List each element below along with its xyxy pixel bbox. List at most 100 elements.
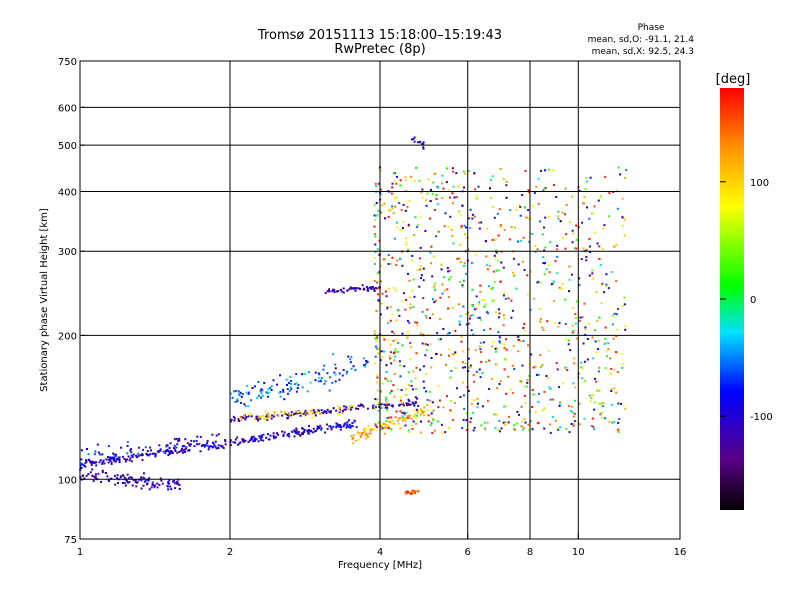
data-point [374,263,376,265]
data-point [591,394,594,397]
data-point [350,355,353,358]
data-point [426,399,429,401]
data-point [381,427,384,430]
data-point [394,205,397,208]
data-point [236,443,239,446]
data-point [178,484,181,486]
data-point [387,321,390,324]
data-point [591,336,594,339]
data-point [379,264,382,267]
data-point [331,290,334,293]
data-point [621,362,624,365]
data-point [391,419,394,422]
data-point [463,262,466,265]
data-point [391,205,393,208]
data-point [578,319,581,322]
data-point [581,377,584,380]
data-point [429,399,431,402]
data-point [122,474,124,477]
data-point [295,390,298,393]
data-point [237,392,240,395]
data-point [565,427,567,430]
data-point [491,286,494,289]
data-point [507,421,510,424]
data-point [410,175,413,178]
data-point [313,430,316,433]
data-point [570,195,573,198]
data-point [484,428,487,431]
data-point [459,396,462,398]
data-point [269,387,272,389]
data-point [622,305,625,308]
data-point [572,232,575,235]
data-point [298,410,301,413]
data-point [393,423,396,426]
data-point [339,424,342,427]
data-point [265,417,268,420]
x-tick-label: 2 [227,547,233,558]
data-point [124,477,127,479]
data-point [80,458,83,461]
data-point [429,424,432,427]
data-point [351,425,354,428]
data-point [480,424,483,427]
data-point [446,332,449,335]
data-point [593,205,596,208]
data-point [483,421,486,424]
data-point [300,412,303,415]
data-point [473,426,476,429]
data-point [462,361,464,364]
data-point [362,288,365,291]
data-point [256,397,259,399]
data-point [454,351,457,354]
data-point [410,491,413,493]
data-point [502,178,505,181]
data-point [375,337,377,340]
data-point [411,289,414,292]
data-point [123,458,126,460]
data-point [254,437,256,440]
data-point [342,287,345,290]
data-point [186,442,189,445]
data-point [613,387,616,390]
data-point [460,335,463,338]
data-point [180,449,182,452]
data-point [474,188,477,191]
data-point [450,228,453,231]
data-point [449,409,452,412]
data-point [93,453,96,456]
data-point [517,350,520,353]
data-point [262,433,265,436]
data-point [521,364,524,367]
data-point [377,409,380,412]
data-point [244,405,247,408]
data-point [392,384,395,387]
data-point [568,278,571,281]
data-point [442,328,445,330]
data-point [362,405,365,408]
data-point [428,217,431,220]
data-point [345,406,348,409]
data-point [502,324,505,327]
data-point [583,380,586,382]
data-point [317,426,320,428]
data-point [414,321,417,324]
data-point [470,304,473,306]
data-point [416,141,419,144]
data-point [471,213,474,216]
data-point [308,428,310,431]
data-point [522,236,525,239]
data-point [355,287,358,290]
data-point [472,333,475,336]
data-point [320,427,323,430]
data-point [85,460,88,463]
data-point [219,444,222,447]
data-point [519,205,522,208]
data-point [317,380,320,383]
data-point [499,280,502,283]
data-point [379,280,382,283]
data-point [604,367,607,370]
data-point [343,405,346,408]
data-point [498,312,501,315]
data-point [377,421,380,424]
